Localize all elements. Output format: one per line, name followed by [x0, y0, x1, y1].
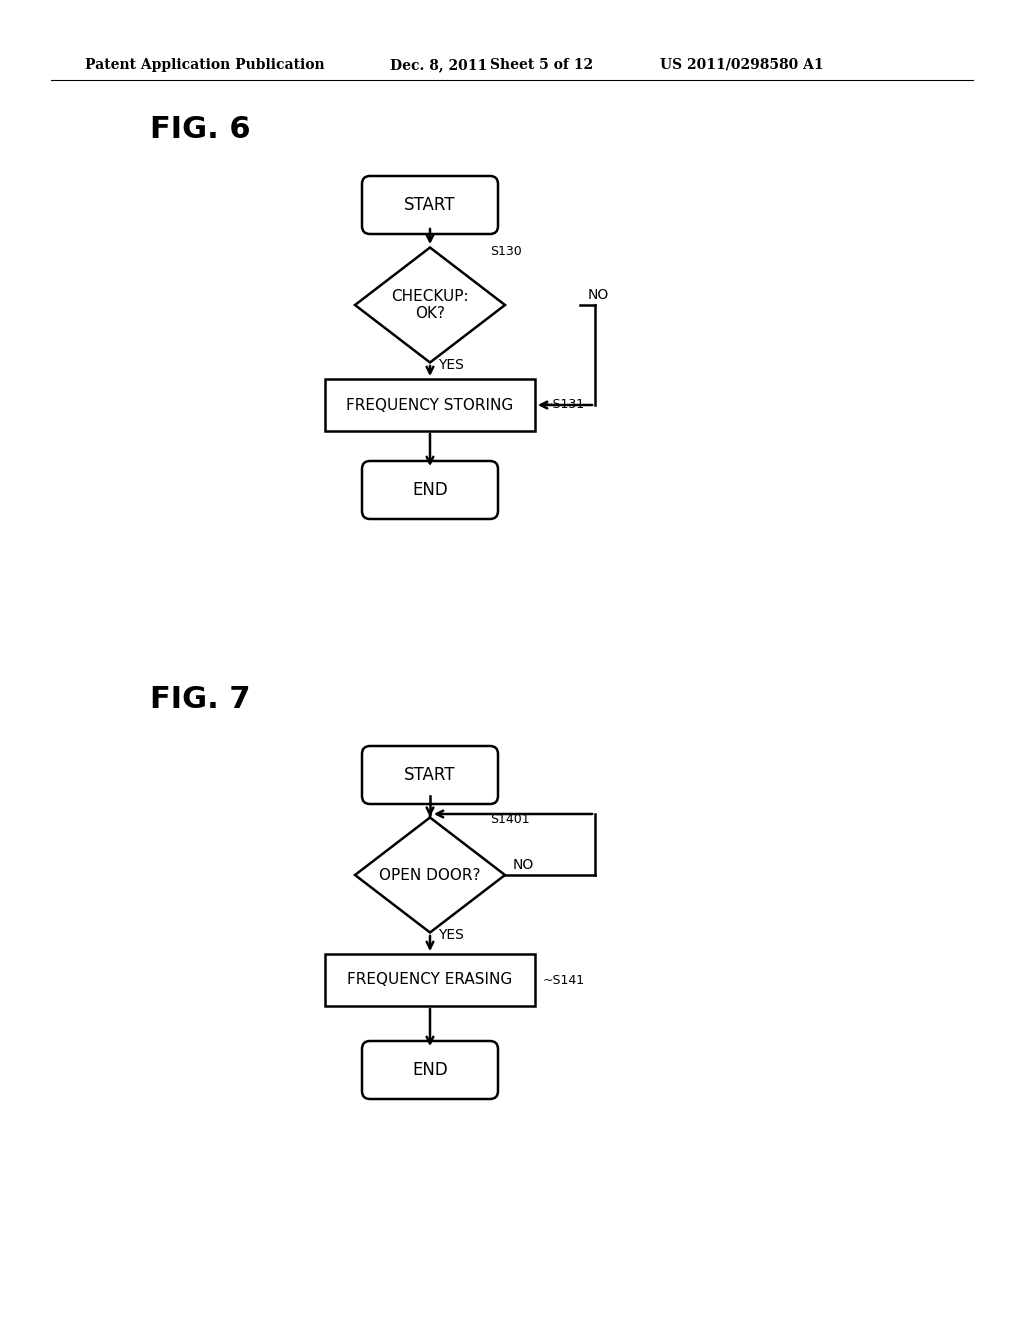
FancyBboxPatch shape: [362, 461, 498, 519]
Text: START: START: [404, 766, 456, 784]
Bar: [325, 954, 535, 1006]
Text: US 2011/0298580 A1: US 2011/0298580 A1: [660, 58, 823, 73]
Text: FIG. 7: FIG. 7: [150, 685, 251, 714]
Text: Patent Application Publication: Patent Application Publication: [85, 58, 325, 73]
Text: YES: YES: [438, 358, 464, 372]
Bar: [325, 379, 535, 432]
FancyBboxPatch shape: [362, 1041, 498, 1100]
Text: END: END: [412, 1061, 447, 1078]
FancyBboxPatch shape: [362, 746, 498, 804]
Text: S130: S130: [490, 246, 522, 257]
Text: ~S131: ~S131: [543, 399, 585, 412]
Text: CHECKUP:
OK?: CHECKUP: OK?: [391, 289, 469, 321]
Text: FREQUENCY STORING: FREQUENCY STORING: [346, 397, 514, 412]
Text: FIG. 6: FIG. 6: [150, 116, 251, 144]
Text: NO: NO: [513, 858, 535, 873]
FancyBboxPatch shape: [362, 176, 498, 234]
Text: START: START: [404, 195, 456, 214]
Text: YES: YES: [438, 928, 464, 942]
Text: END: END: [412, 480, 447, 499]
Text: OPEN DOOR?: OPEN DOOR?: [379, 867, 480, 883]
Text: FREQUENCY ERASING: FREQUENCY ERASING: [347, 973, 513, 987]
Text: ~S141: ~S141: [543, 974, 585, 986]
Text: S1401: S1401: [490, 813, 529, 826]
Polygon shape: [355, 248, 505, 363]
Text: NO: NO: [588, 288, 609, 302]
Polygon shape: [355, 817, 505, 932]
Text: Dec. 8, 2011: Dec. 8, 2011: [390, 58, 487, 73]
Text: Sheet 5 of 12: Sheet 5 of 12: [490, 58, 593, 73]
